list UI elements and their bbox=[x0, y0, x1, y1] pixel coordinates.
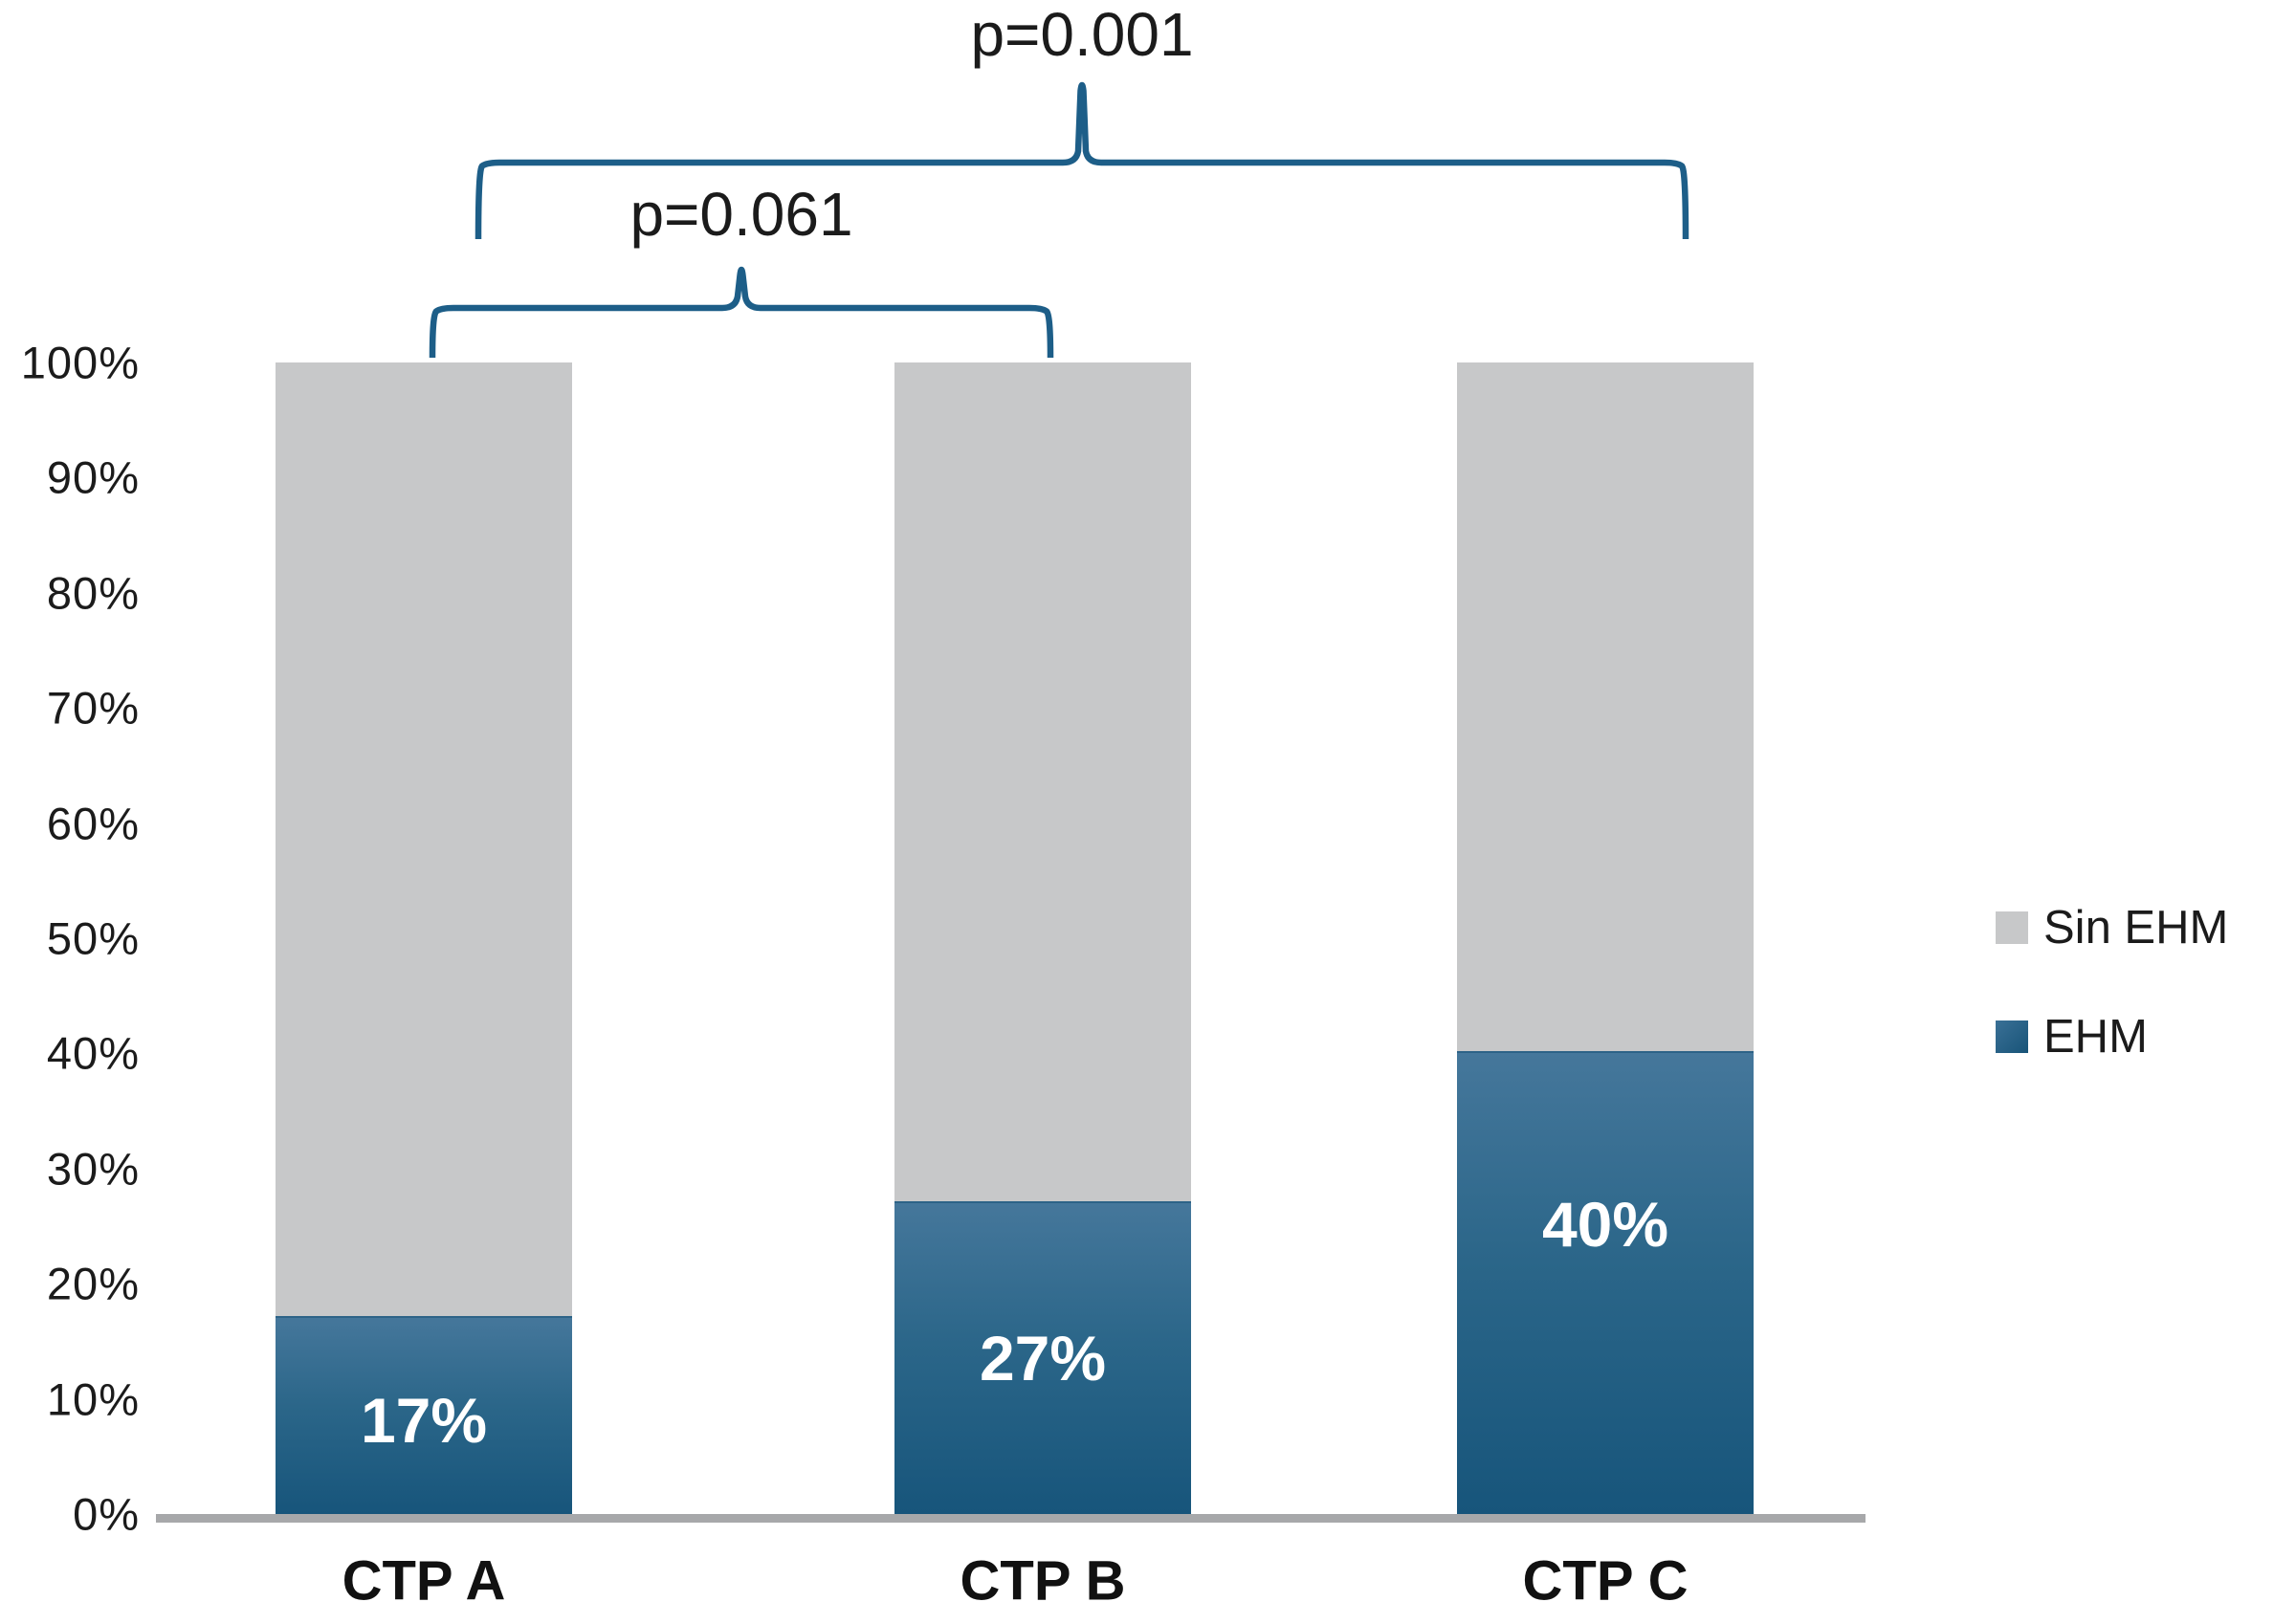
legend-swatch-ehm bbox=[1996, 1020, 2028, 1053]
legend-label-sin-ehm: Sin EHM bbox=[2043, 902, 2229, 954]
bar-value-label: 27% bbox=[979, 1323, 1107, 1394]
bar-ehm-ctp-c bbox=[1457, 1051, 1754, 1514]
y-tick-label: 40% bbox=[46, 1027, 140, 1079]
p-value-label-a-c: p=0.001 bbox=[970, 0, 1194, 69]
bar-ehm-ctp-b bbox=[894, 1200, 1191, 1514]
significance-bracket-a-b bbox=[429, 266, 1054, 359]
y-tick-label: 80% bbox=[46, 567, 140, 619]
legend: Sin EHM EHM bbox=[1996, 901, 2228, 1119]
legend-label-ehm: EHM bbox=[2043, 1011, 2148, 1063]
legend-item-ehm: EHM bbox=[1996, 1010, 2228, 1064]
y-tick-label: 20% bbox=[46, 1258, 140, 1309]
x-axis-line bbox=[156, 1514, 1866, 1523]
category-label: CTP C bbox=[1522, 1549, 1689, 1613]
y-tick-label: 100% bbox=[20, 337, 140, 388]
y-tick-label: 30% bbox=[46, 1143, 140, 1195]
y-tick-label: 50% bbox=[46, 912, 140, 964]
y-tick-label: 10% bbox=[46, 1373, 140, 1425]
p-value-label-a-b: p=0.061 bbox=[629, 180, 853, 249]
y-tick-label: 60% bbox=[46, 798, 140, 849]
bar-sin-ehm-ctp-c: 40% bbox=[1457, 362, 1754, 1514]
legend-swatch-sin-ehm bbox=[1996, 911, 2028, 944]
y-tick-label: 90% bbox=[46, 451, 140, 503]
category-label: CTP A bbox=[342, 1549, 506, 1613]
y-tick-label: 70% bbox=[46, 682, 140, 734]
bar-value-label: 17% bbox=[360, 1385, 488, 1456]
bar-sin-ehm-ctp-b: 27% bbox=[894, 362, 1191, 1514]
legend-item-sin-ehm: Sin EHM bbox=[1996, 901, 2228, 955]
bar-sin-ehm-ctp-a: 17% bbox=[276, 362, 572, 1514]
category-label: CTP B bbox=[960, 1549, 1126, 1613]
bar-ehm-ctp-a bbox=[276, 1316, 572, 1514]
bar-value-label: 40% bbox=[1541, 1189, 1669, 1260]
y-tick-label: 0% bbox=[73, 1488, 140, 1540]
